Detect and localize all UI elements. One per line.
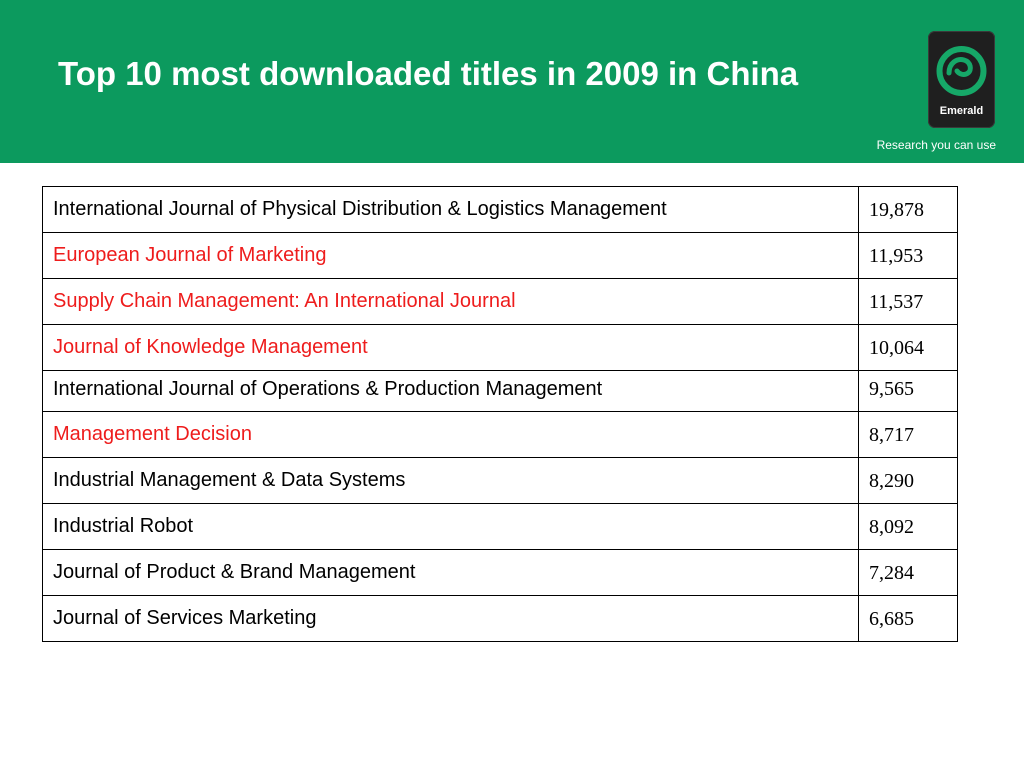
- download-count: 8,092: [858, 503, 958, 550]
- journal-title: Journal of Knowledge Management: [42, 324, 859, 371]
- table-row: Journal of Knowledge Management 10,064: [42, 324, 958, 371]
- journal-title: Industrial Management & Data Systems: [42, 457, 859, 504]
- journal-title: International Journal of Operations & Pr…: [42, 370, 859, 412]
- emerald-swirl-icon: [936, 46, 987, 96]
- table-row: International Journal of Physical Distri…: [42, 186, 958, 233]
- table-row: Management Decision 8,717: [42, 411, 958, 458]
- journal-title: International Journal of Physical Distri…: [42, 186, 859, 233]
- downloads-table: International Journal of Physical Distri…: [42, 186, 958, 642]
- download-count: 11,953: [858, 232, 958, 279]
- emerald-logo: Emerald: [928, 31, 995, 128]
- table-row: Journal of Product & Brand Management 7,…: [42, 549, 958, 596]
- download-count: 6,685: [858, 595, 958, 642]
- download-count: 8,290: [858, 457, 958, 504]
- table-row: Supply Chain Management: An Internationa…: [42, 278, 958, 325]
- tagline: Research you can use: [876, 138, 996, 152]
- download-count: 10,064: [858, 324, 958, 371]
- table-row: European Journal of Marketing 11,953: [42, 232, 958, 279]
- journal-title: European Journal of Marketing: [42, 232, 859, 279]
- journal-title: Supply Chain Management: An Internationa…: [42, 278, 859, 325]
- download-count: 9,565: [858, 370, 958, 412]
- download-count: 8,717: [858, 411, 958, 458]
- slide-title: Top 10 most downloaded titles in 2009 in…: [58, 55, 799, 92]
- table-row: Industrial Robot 8,092: [42, 503, 958, 550]
- download-count: 11,537: [858, 278, 958, 325]
- journal-title: Journal of Product & Brand Management: [42, 549, 859, 596]
- downloads-table-body: International Journal of Physical Distri…: [42, 186, 958, 642]
- table-row: Industrial Management & Data Systems 8,2…: [42, 457, 958, 504]
- download-count: 19,878: [858, 186, 958, 233]
- table-row: International Journal of Operations & Pr…: [42, 370, 958, 412]
- logo-wordmark: Emerald: [939, 105, 984, 117]
- download-count: 7,284: [858, 549, 958, 596]
- journal-title: Management Decision: [42, 411, 859, 458]
- table-row: Journal of Services Marketing 6,685: [42, 595, 958, 642]
- journal-title: Industrial Robot: [42, 503, 859, 550]
- header-banner: Top 10 most downloaded titles in 2009 in…: [0, 0, 1024, 163]
- journal-title: Journal of Services Marketing: [42, 595, 859, 642]
